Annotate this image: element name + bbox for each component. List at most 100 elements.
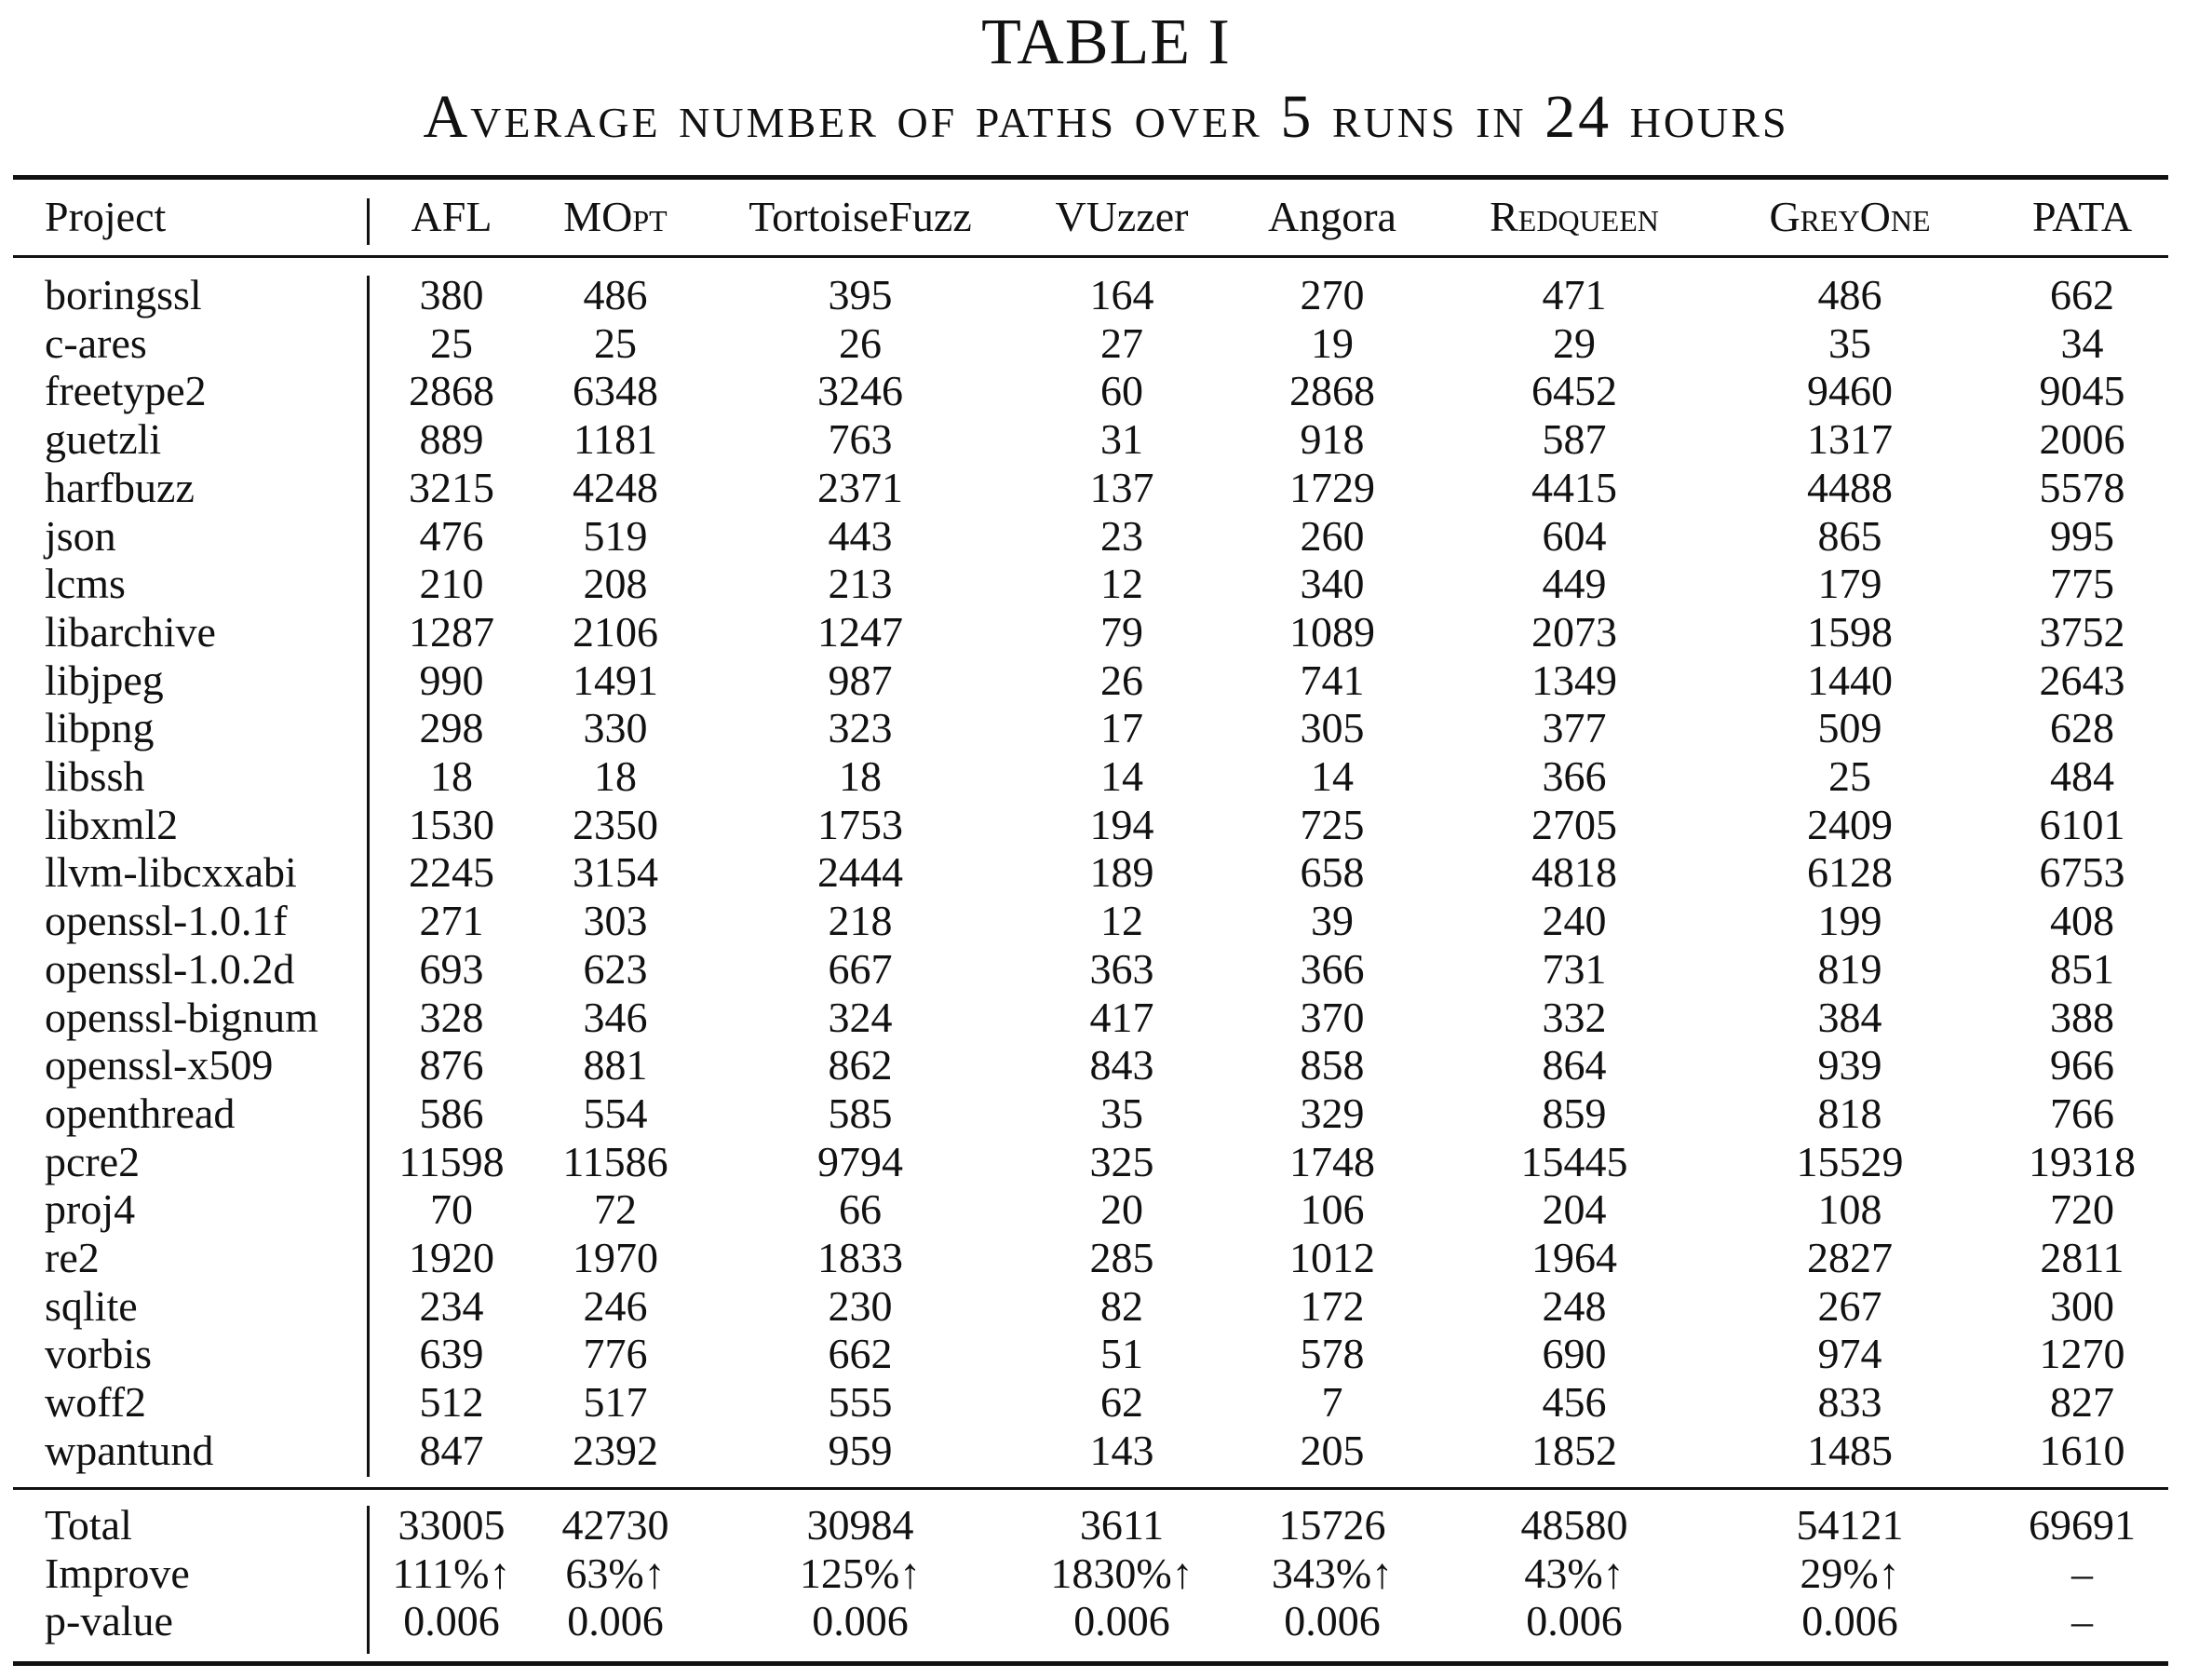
table-cell: 628 <box>2050 704 2114 752</box>
table-cell: 408 <box>2050 897 2114 945</box>
table-cell: 1598 <box>1807 607 1893 656</box>
table-cell: 519 <box>583 511 648 560</box>
table-cell: 340 <box>1300 560 1365 608</box>
table-cell: 330 <box>583 704 648 752</box>
table-cell: 179 <box>1817 560 1882 608</box>
table-cell: 741 <box>1300 656 1365 704</box>
table-cell: 298 <box>419 704 484 752</box>
row-label-cell: libssh <box>45 752 145 801</box>
table-cell: 2409 <box>1807 800 1893 848</box>
table-cell: 270 <box>1300 271 1365 318</box>
table-cell: 484 <box>2050 752 2114 801</box>
table-cell: 29 <box>1553 318 1596 367</box>
table-cell: 11586 <box>562 1137 668 1185</box>
table-cell: 246 <box>583 1281 648 1330</box>
table-cell: 199 <box>1817 897 1882 945</box>
table-cell: 48580 <box>1520 1501 1628 1549</box>
table-header: Project AFL MOpt TortoiseFuzz VUzzer Ang… <box>13 184 2168 250</box>
table-cell: 2106 <box>573 607 658 656</box>
row-label-cell: openssl-1.0.1f <box>45 897 288 945</box>
table-cell: 578 <box>1300 1330 1365 1378</box>
table-row: libxml2 1530 2350 1753 194 725 2705 2409 6101 <box>13 801 2168 849</box>
table-cell: 2868 <box>1289 367 1375 415</box>
table-cell: 1349 <box>1531 656 1617 704</box>
row-label-cell: openthread <box>45 1089 236 1137</box>
table-cell: 69691 <box>2029 1501 2136 1549</box>
table-cell: 833 <box>1817 1378 1882 1427</box>
table-cell: 34 <box>2060 318 2104 367</box>
table-cell: 1920 <box>409 1234 494 1282</box>
table-cell: 384 <box>1817 993 1882 1041</box>
table-cell: 1485 <box>1807 1426 1893 1474</box>
table-cell: 204 <box>1542 1185 1607 1234</box>
row-label-cell: Improve <box>45 1549 190 1597</box>
table-cell: 555 <box>828 1378 893 1427</box>
table-cell: 0.006 <box>567 1597 664 1645</box>
row-label-cell: boringssl <box>45 271 202 318</box>
table-cell: 15445 <box>1520 1137 1628 1185</box>
table-cell: 604 <box>1542 511 1607 560</box>
table-cell: 862 <box>828 1041 893 1089</box>
table-cell: 137 <box>1089 463 1154 511</box>
row-label-cell: p-value <box>45 1597 173 1645</box>
table-cell: 0.006 <box>1526 1597 1623 1645</box>
table-cell: 819 <box>1817 944 1882 993</box>
table-cell: 859 <box>1542 1089 1607 1137</box>
table-row: json 476 519 443 23 260 604 865 995 <box>13 512 2168 561</box>
table-cell: 2350 <box>573 800 658 848</box>
summary-rule <box>13 1487 2168 1490</box>
table-cell: 690 <box>1542 1330 1607 1378</box>
table-row: libssh 18 18 18 14 14 366 25 484 <box>13 752 2168 801</box>
table-cell: 639 <box>419 1330 484 1378</box>
table-cell: 974 <box>1817 1330 1882 1378</box>
table-body: boringssl 380 486 395 164 270 471 486 662 c-ares 2… <box>13 271 2168 1475</box>
table-row: openssl-x509 876 881 862 843 858 864 939 966 <box>13 1041 2168 1089</box>
table-cell: 4488 <box>1807 463 1893 511</box>
column-header-tortoisefuzz: TortoiseFuzz <box>749 193 972 240</box>
table-cell: 0.006 <box>1073 1597 1170 1645</box>
column-header-project: Project <box>45 193 167 240</box>
table-cell: 35 <box>1828 318 1871 367</box>
table-cell: 377 <box>1542 704 1607 752</box>
table-cell: 449 <box>1542 560 1607 608</box>
table-cell: 26 <box>1100 656 1143 704</box>
table-cell: 230 <box>828 1281 893 1330</box>
row-label-cell: openssl-1.0.2d <box>45 944 295 993</box>
table-cell: 172 <box>1300 1281 1365 1330</box>
table-cell: 3246 <box>817 367 903 415</box>
table-cell: 9045 <box>2039 367 2125 415</box>
table-cell: 39 <box>1311 897 1354 945</box>
table-cell: 11598 <box>398 1137 505 1185</box>
table-cell: 43%↑ <box>1524 1549 1625 1597</box>
table-cell: 2444 <box>817 848 903 897</box>
table-cell: 51 <box>1100 1330 1143 1378</box>
table-cell: 329 <box>1300 1089 1365 1137</box>
table-cell: 240 <box>1542 897 1607 945</box>
bottom-rule <box>13 1661 2168 1666</box>
table-cell: 111%↑ <box>392 1549 511 1597</box>
table-cell: 164 <box>1089 271 1154 318</box>
table-cell: 6348 <box>573 367 658 415</box>
row-label-cell: guetzli <box>45 415 162 464</box>
table-cell: 1852 <box>1531 1426 1617 1474</box>
table-cell: 194 <box>1089 800 1154 848</box>
table-row: wpantund 847 2392 959 143 205 1852 1485 1610 <box>13 1427 2168 1475</box>
table-cell: 25 <box>594 318 637 367</box>
table-row: libpng 298 330 323 17 305 377 509 628 <box>13 704 2168 752</box>
table-cell: 1440 <box>1807 656 1893 704</box>
table-cell: 512 <box>419 1378 484 1427</box>
table-cell: 18 <box>430 752 473 801</box>
table-cell: 3154 <box>573 848 658 897</box>
summary-row: Total 33005 42730 30984 3611 15726 48580 54121 6… <box>13 1501 2168 1549</box>
table-cell: 29%↑ <box>1800 1549 1900 1597</box>
summary-row: p-value 0.006 0.006 0.006 0.006 0.006 0.006 0.0… <box>13 1597 2168 1645</box>
header-rule <box>13 255 2168 258</box>
table-cell: 918 <box>1300 415 1365 464</box>
table-cell: 33005 <box>398 1501 506 1549</box>
table-cell: 2245 <box>409 848 494 897</box>
table-cell: 14 <box>1311 752 1354 801</box>
table-cell: 2392 <box>573 1426 658 1474</box>
table-row: proj4 70 72 66 20 106 204 108 720 <box>13 1185 2168 1234</box>
header-row: Project AFL MOpt TortoiseFuzz VUzzer Ang… <box>13 184 2168 250</box>
row-label-cell: wpantund <box>45 1426 214 1474</box>
